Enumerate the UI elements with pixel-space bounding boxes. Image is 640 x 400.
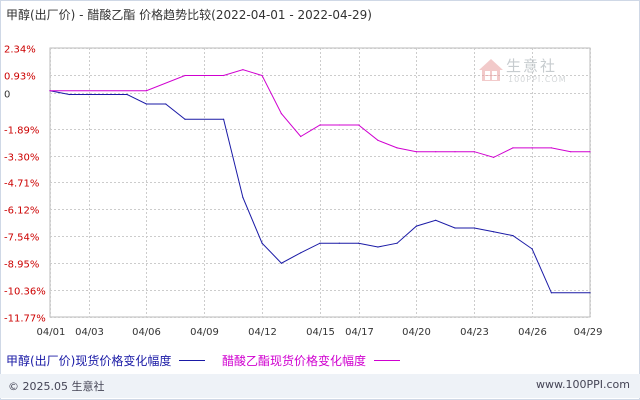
data-point [589, 292, 591, 294]
data-point [377, 139, 379, 141]
data-point [49, 90, 51, 92]
y-tick-label: -3.30% [4, 153, 39, 164]
data-point [242, 196, 244, 199]
y-tick-label: -7.54% [4, 233, 39, 244]
y-tick-label: 0 [4, 90, 10, 101]
data-point [319, 124, 321, 126]
y-tick-label: 2.34% [4, 45, 36, 56]
watermark-text: 生意社 [506, 57, 558, 75]
legend-swatch [374, 360, 401, 361]
data-point [531, 248, 533, 250]
y-tick-label: -6.12% [4, 206, 39, 217]
data-point [570, 151, 572, 153]
copyright-text: © 2025.05 生意社 [8, 380, 105, 393]
y-tick-label: -11.77% [4, 314, 46, 325]
series-lines [49, 69, 591, 294]
legend-item-methanol: 甲醇(出厂价)现货价格变化幅度 [6, 352, 206, 369]
data-point [300, 252, 302, 254]
data-point [280, 262, 282, 264]
chart-title: 甲醇(出厂价) - 醋酸乙酯 价格趋势比较(2022-04-01 - 2022-… [6, 8, 372, 22]
x-tick-label: 04/01 [37, 327, 66, 338]
y-tick-label: -4.71% [4, 179, 39, 190]
watermark-subtext: 100PPI.COM [508, 75, 567, 84]
data-point [493, 156, 495, 158]
watermark-logo: 生意社 100PPI.COM [478, 53, 578, 89]
data-point [126, 93, 128, 96]
data-point [435, 219, 437, 221]
data-point [223, 74, 225, 77]
x-tick-label: 04/06 [132, 327, 161, 338]
x-tick-label: 04/09 [190, 327, 219, 338]
house-icon [479, 59, 503, 81]
data-point [435, 151, 437, 153]
x-tick-label: 04/23 [460, 327, 489, 338]
series-line-1 [49, 90, 590, 294]
data-point [396, 242, 398, 244]
data-point [319, 242, 321, 244]
x-tick-label: 04/03 [75, 327, 104, 338]
data-point [280, 113, 282, 115]
data-point [242, 69, 244, 71]
legend-label: 甲醇(出厂价)现货价格变化幅度 [6, 354, 172, 368]
data-point [415, 225, 417, 227]
data-point [338, 124, 340, 126]
footer-bar: © 2025.05 生意社 www.100PPI.com [0, 374, 640, 398]
legend-item-ethyl-acetate: 醋酸乙酯现货价格变化幅度 [222, 352, 401, 369]
data-point [223, 118, 225, 120]
data-point [550, 292, 553, 294]
y-axis: 2.34% 0.93% 0 -1.89% -3.30% -4.71% -6.12% -7.54… [4, 45, 46, 325]
data-point [473, 227, 475, 229]
data-point [377, 246, 379, 248]
x-tick-label: 04/15 [306, 327, 335, 338]
data-point [145, 90, 147, 92]
y-tick-label: -8.95% [4, 260, 39, 271]
data-point [589, 151, 591, 153]
data-point [454, 227, 456, 229]
data-point [338, 242, 340, 244]
data-point [261, 74, 263, 77]
data-point [531, 147, 533, 149]
data-point [512, 235, 514, 237]
data-point [300, 135, 302, 138]
data-point [550, 147, 553, 149]
data-point [396, 147, 398, 149]
chart-grid [49, 47, 591, 318]
y-tick-label: 0.93% [4, 72, 36, 83]
data-point [184, 74, 186, 77]
data-point [88, 93, 90, 96]
x-tick-label: 04/20 [402, 327, 431, 338]
x-tick-label: 04/29 [574, 327, 603, 338]
data-point [493, 231, 495, 233]
y-tick-label: -1.89% [4, 126, 39, 137]
data-point [473, 151, 475, 153]
x-tick-label: 04/26 [518, 327, 547, 338]
x-tick-label: 04/17 [345, 327, 374, 338]
data-point [261, 242, 263, 244]
data-point [415, 151, 417, 153]
data-point [145, 103, 147, 105]
data-point [358, 124, 360, 126]
y-tick-label: -10.36% [4, 287, 46, 298]
x-tick-label: 04/12 [248, 327, 277, 338]
data-point [184, 118, 186, 120]
data-point [454, 151, 456, 153]
data-point [165, 103, 167, 105]
data-point [512, 147, 514, 149]
site-link[interactable]: www.100PPI.com [536, 378, 630, 391]
data-point [68, 93, 70, 96]
legend-swatch [179, 360, 206, 361]
data-point [358, 242, 360, 244]
x-axis: 04/01 04/03 04/06 04/09 04/12 04/15 04/17 04/20… [37, 327, 603, 338]
legend-label: 醋酸乙酯现货价格变化幅度 [222, 354, 367, 368]
